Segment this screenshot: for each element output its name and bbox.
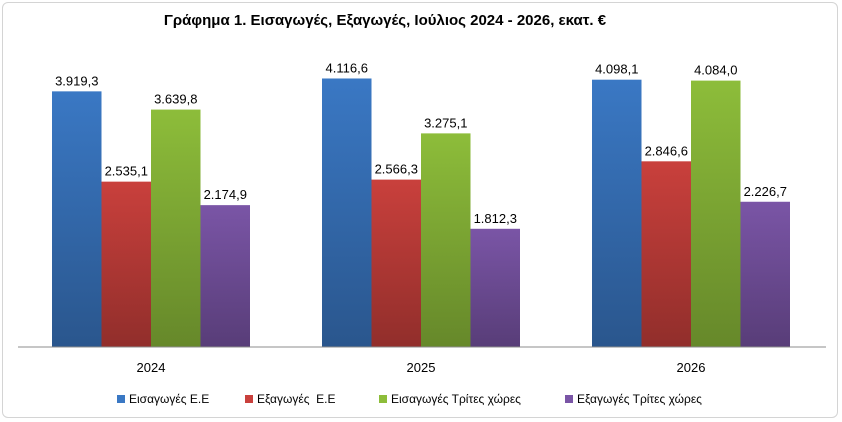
data-label-2026-series-4: 2.226,7: [744, 184, 787, 199]
legend-swatch-series-3: [379, 395, 387, 403]
bar-2026-series-2: [641, 161, 691, 347]
data-label-2025-series-3: 3.275,1: [424, 115, 467, 130]
data-label-2024-series-4: 2.174,9: [204, 187, 247, 202]
bar-2026-series-3: [691, 80, 741, 347]
chart-frame: [2, 2, 838, 418]
data-label-2025-series-2: 2.566,3: [375, 162, 418, 177]
data-label-2026-series-1: 4.098,1: [595, 62, 638, 77]
legend-label-series-1: Εισαγωγές Ε.Ε: [129, 392, 209, 406]
bar-2025-series-1: [322, 78, 372, 347]
chart-title: Γράφημα 1. Εισαγωγές, Εξαγωγές, Ιούλιος …: [163, 12, 607, 29]
data-label-2024-series-3: 3.639,8: [154, 92, 197, 107]
bar-2024-series-2: [101, 181, 151, 347]
x-tick-label-2025: 2025: [407, 360, 436, 375]
data-label-2024-series-1: 3.919,3: [55, 73, 98, 88]
x-tick-label-2026: 2026: [677, 360, 706, 375]
bar-2025-series-2: [371, 179, 421, 347]
bar-2025-series-3: [421, 133, 471, 347]
legend-swatch-series-1: [117, 395, 125, 403]
legend-swatch-series-4: [565, 395, 573, 403]
legend-swatch-series-2: [245, 395, 253, 403]
bar-2024-series-1: [52, 91, 102, 347]
bar-2025-series-4: [470, 228, 520, 347]
data-label-2025-series-1: 4.116,6: [326, 60, 368, 75]
bar-2026-series-4: [740, 201, 790, 347]
data-label-2024-series-2: 2.535,1: [105, 164, 148, 179]
data-label-2025-series-4: 1.812,3: [474, 211, 517, 226]
x-tick-label-2024: 2024: [137, 360, 166, 375]
data-label-2026-series-3: 4.084,0: [694, 63, 737, 78]
bar-2024-series-4: [200, 205, 250, 347]
bar-2026-series-1: [592, 79, 642, 348]
legend-label-series-2: Εξαγωγές Ε.Ε: [257, 392, 336, 406]
legend-label-series-3: Εισαγωγές Τρίτες χώρες: [391, 392, 521, 406]
bar-2024-series-3: [151, 109, 201, 347]
legend-label-series-4: Εξαγωγές Τρίτες χώρες: [577, 392, 702, 406]
data-label-2026-series-2: 2.846,6: [645, 143, 688, 158]
